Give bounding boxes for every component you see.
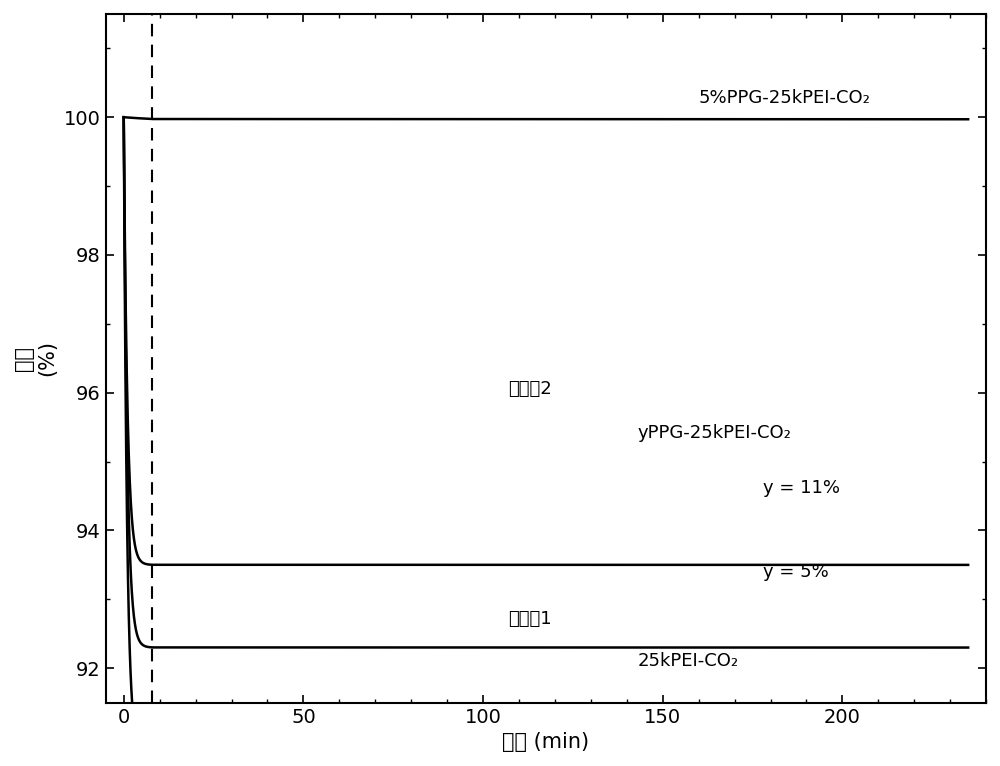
Y-axis label: 重量
(%): 重量 (%) [14,340,57,376]
X-axis label: 时间 (min): 时间 (min) [502,732,590,752]
Text: 实施例1: 实施例1 [508,610,552,627]
Text: 5%PPG-25kPEI-CO₂: 5%PPG-25kPEI-CO₂ [699,89,871,107]
Text: y = 11%: y = 11% [763,479,840,497]
Text: yPPG-25kPEI-CO₂: yPPG-25kPEI-CO₂ [638,424,791,442]
Text: 25kPEI-CO₂: 25kPEI-CO₂ [638,653,739,670]
Text: 实施例2: 实施例2 [508,380,552,398]
Text: y = 5%: y = 5% [763,563,829,581]
